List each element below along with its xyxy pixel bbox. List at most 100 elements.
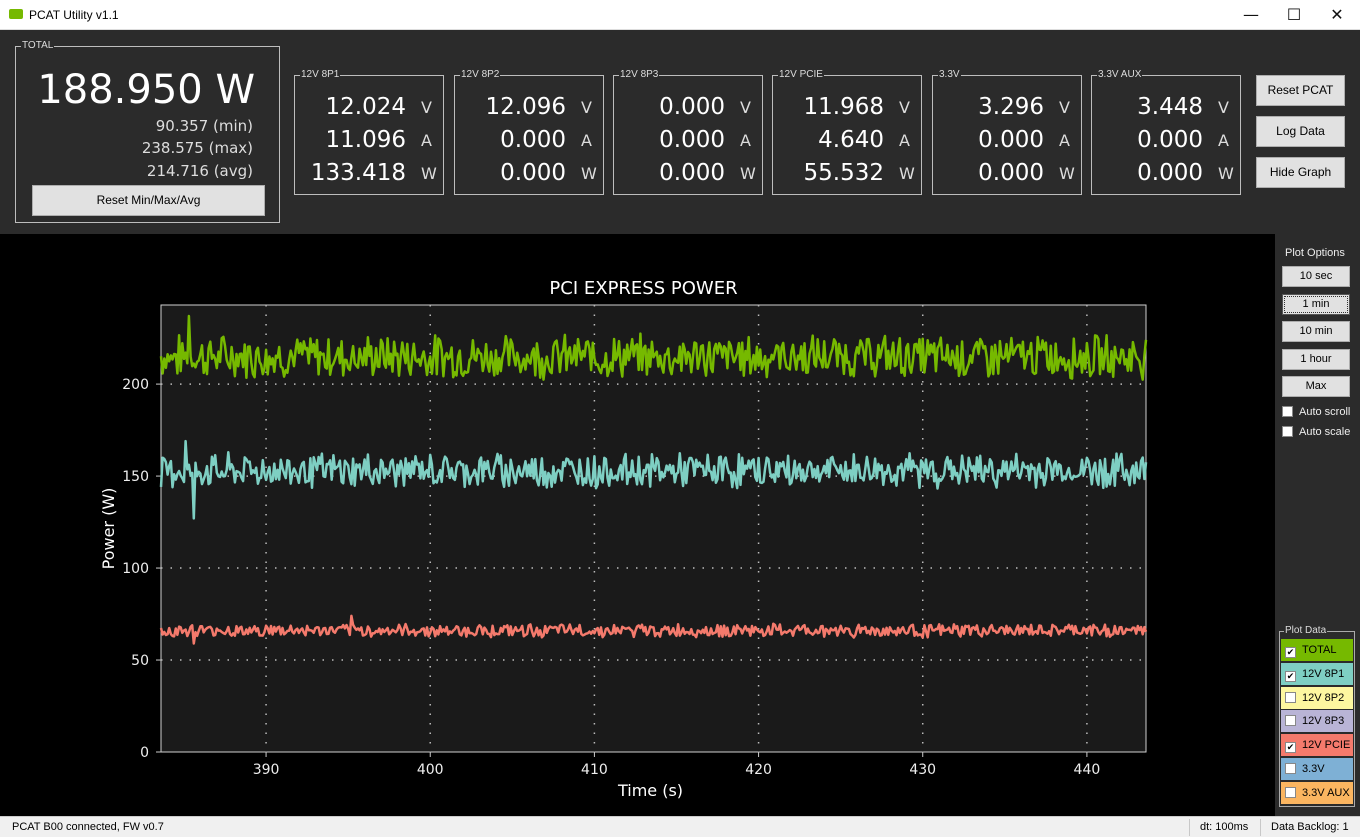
auto-scale-checkbox[interactable]: Auto scale	[1282, 425, 1350, 439]
reset-pcat-button[interactable]: Reset PCAT	[1256, 75, 1345, 106]
rail-group: 12V 8P1 12.024 V 11.096 A 133.418 W	[294, 69, 444, 195]
connection-status: PCAT B00 connected, FW v0.7	[12, 821, 164, 833]
plot-data-item[interactable]: 3.3V	[1281, 758, 1353, 780]
plot-data-checkbox[interactable]: ✔	[1285, 742, 1296, 754]
plot-data-item[interactable]: ✔ 12V PCIE	[1281, 734, 1353, 757]
rail-current-value: 0.000	[659, 127, 725, 153]
rail-voltage-value: 3.448	[1137, 94, 1203, 120]
reset-min-max-avg-button[interactable]: Reset Min/Max/Avg	[32, 185, 265, 216]
rail-voltage-value: 0.000	[659, 94, 725, 120]
plot-data-checkbox[interactable]	[1285, 691, 1296, 703]
rail-power-value: 55.532	[803, 160, 884, 186]
plot-options-label: Plot Options	[1285, 247, 1345, 259]
status-divider	[1260, 819, 1261, 836]
rail-label: 12V PCIE	[778, 69, 824, 81]
title-bar: PCAT Utility v1.1 — ☐ ✕	[0, 0, 1360, 30]
plot-data-item[interactable]: ✔ TOTAL	[1281, 639, 1353, 661]
rail-power-unit: W	[899, 164, 915, 183]
rail-current-unit: A	[421, 131, 432, 150]
log-data-button[interactable]: Log Data	[1256, 116, 1345, 147]
rail-voltage-value: 12.096	[485, 94, 566, 120]
power-chart[interactable]: 390 400 410 420 430 440 0 50 100 150 200 PCI EXPRES…	[0, 234, 1275, 816]
rail-current-unit: A	[899, 131, 910, 150]
rail-power-unit: W	[1059, 164, 1075, 183]
time-range-button[interactable]: 10 min	[1282, 321, 1350, 342]
rail-power-unit: W	[1218, 164, 1234, 183]
time-range-button[interactable]: 1 min	[1282, 293, 1350, 315]
y-tick-label: 0	[140, 745, 149, 761]
total-min-value: 90.357 (min)	[155, 117, 253, 135]
close-button[interactable]: ✕	[1330, 5, 1344, 24]
plot-data-item-label: 12V 8P2	[1302, 691, 1345, 704]
plot-data-checkbox[interactable]	[1285, 786, 1296, 798]
plot-data-item-label: 3.3V AUX	[1302, 786, 1350, 799]
window-title: PCAT Utility v1.1	[29, 8, 119, 22]
auto-scroll-checkbox[interactable]: Auto scroll	[1282, 405, 1350, 419]
rail-label: 3.3V AUX	[1097, 69, 1143, 81]
rail-power-value: 0.000	[978, 160, 1044, 186]
rail-current-value: 0.000	[500, 127, 566, 153]
time-range-button[interactable]: 1 hour	[1282, 348, 1350, 370]
rail-label: 12V 8P1	[300, 69, 341, 81]
series-line	[159, 439, 1148, 520]
rail-group: 12V 8P3 0.000 V 0.000 A 0.000 W	[613, 69, 763, 195]
x-tick-label: 440	[1074, 762, 1101, 778]
maximize-button[interactable]: ☐	[1286, 5, 1302, 24]
auto-scale-box[interactable]	[1282, 426, 1293, 437]
rail-current-unit: A	[1218, 131, 1229, 150]
plot-data-item-label: 3.3V	[1302, 763, 1325, 775]
time-range-button[interactable]: Max	[1282, 376, 1350, 397]
data-backlog: Data Backlog: 1	[1271, 821, 1349, 833]
minimize-button[interactable]: —	[1243, 5, 1259, 24]
rail-current-value: 0.000	[978, 127, 1044, 153]
plot-data-item[interactable]: 3.3V AUX	[1281, 781, 1353, 804]
rail-current-value: 11.096	[325, 127, 406, 153]
rail-power-value: 0.000	[500, 160, 566, 186]
y-tick-label: 50	[131, 653, 149, 669]
plot-data-item[interactable]: ✔ 12V 8P1	[1281, 662, 1353, 685]
status-bar: PCAT B00 connected, FW v0.7 dt: 100ms Da…	[0, 816, 1360, 837]
rail-current-unit: A	[581, 131, 592, 150]
total-power-value: 188.950 W	[37, 67, 255, 113]
plot-data-checkbox[interactable]	[1285, 715, 1296, 727]
rail-label: 12V 8P2	[460, 69, 501, 81]
auto-scroll-box[interactable]	[1282, 406, 1293, 417]
rail-voltage-unit: V	[581, 98, 592, 117]
x-axis-label: Time (s)	[617, 781, 683, 800]
time-range-button[interactable]: 10 sec	[1282, 266, 1350, 287]
rail-voltage-value: 11.968	[803, 94, 884, 120]
plot-data-item-label: 12V PCIE	[1302, 739, 1351, 752]
rail-voltage-value: 3.296	[978, 94, 1044, 120]
rail-power-unit: W	[421, 164, 437, 183]
y-tick-label: 200	[122, 377, 149, 393]
rail-voltage-unit: V	[421, 98, 432, 117]
rail-current-unit: A	[740, 131, 751, 150]
rail-voltage-unit: V	[740, 98, 751, 117]
plot-data-group: Plot Data	[1279, 625, 1355, 807]
plot-data-item[interactable]: 12V 8P3	[1281, 710, 1353, 733]
y-tick-label: 100	[122, 561, 149, 577]
plot-data-item[interactable]: 12V 8P2	[1281, 686, 1353, 709]
plot-options-panel: Plot Options 10 sec 1 min 10 min 1 hour Max …	[1275, 234, 1360, 816]
rail-group: 12V PCIE 11.968 V 4.640 A 55.532 W	[772, 69, 922, 195]
rail-group: 3.3V AUX 3.448 V 0.000 A 0.000 W	[1091, 69, 1241, 195]
rail-voltage-unit: V	[899, 98, 910, 117]
rail-label: 3.3V	[938, 69, 961, 81]
total-max-value: 238.575 (max)	[141, 139, 253, 157]
hide-graph-button[interactable]: Hide Graph	[1256, 157, 1345, 188]
x-tick-label: 400	[417, 762, 444, 778]
chart-title: PCI EXPRESS POWER	[549, 278, 737, 299]
status-divider	[1189, 819, 1190, 836]
rail-current-value: 4.640	[818, 127, 884, 153]
y-tick-label: 150	[122, 469, 149, 485]
plot-data-checkbox[interactable]: ✔	[1285, 647, 1296, 658]
x-tick-label: 420	[745, 762, 772, 778]
x-tick-label: 410	[581, 762, 608, 778]
rail-current-value: 0.000	[1137, 127, 1203, 153]
plot-data-checkbox[interactable]: ✔	[1285, 670, 1296, 682]
rail-power-value: 0.000	[659, 160, 725, 186]
plot-data-checkbox[interactable]	[1285, 763, 1296, 774]
sample-interval: dt: 100ms	[1200, 821, 1249, 833]
plot-data-item-label: TOTAL	[1302, 644, 1337, 656]
rail-power-value: 0.000	[1137, 160, 1203, 186]
